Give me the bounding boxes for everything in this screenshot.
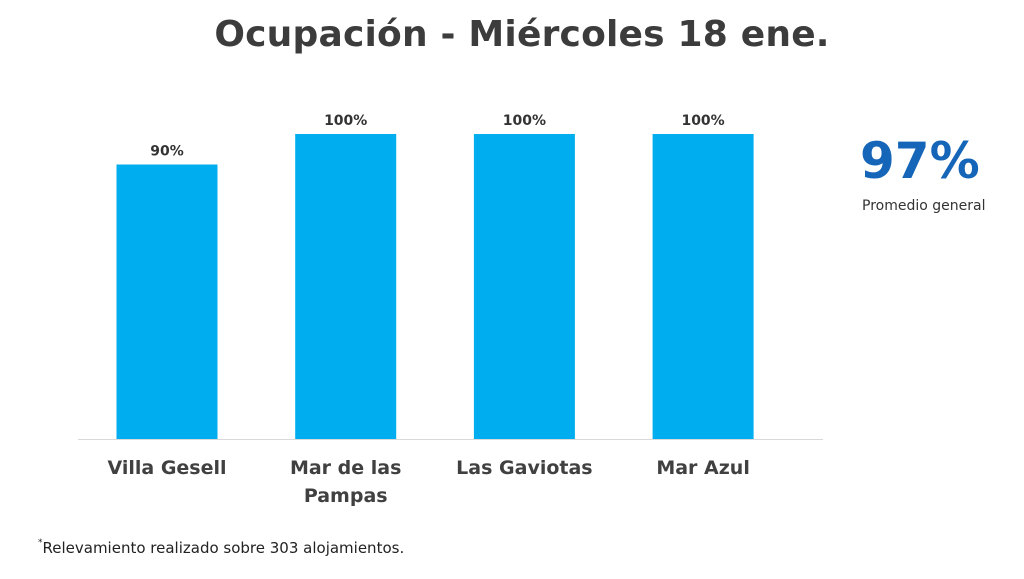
- chart-title: Ocupación - Miércoles 18 ene.: [214, 14, 830, 55]
- bar-2: [473, 134, 575, 439]
- footnote-marker: *: [38, 538, 43, 548]
- footnote-text: Relevamiento realizado sobre 303 alojami…: [42, 539, 405, 557]
- category-label-3: Mar Azul: [656, 457, 750, 479]
- average-occupancy-label: Promedio general: [862, 198, 986, 214]
- average-occupancy-value: 97%: [860, 132, 980, 190]
- value-labels-group: 90% 100% 100% 100%: [150, 113, 724, 160]
- category-label-1: Mar de las Pampas: [290, 457, 401, 507]
- value-label-0: 90%: [150, 144, 184, 160]
- value-label-1: 100%: [324, 113, 367, 129]
- value-label-3: 100%: [681, 113, 724, 129]
- bar-3: [652, 134, 754, 439]
- bar-chart: 90% 100% 100% 100% Villa Gesell Mar de las Pa…: [78, 113, 823, 507]
- category-label-line: Mar Azul: [656, 457, 750, 479]
- category-label-line: Pampas: [304, 485, 388, 507]
- value-label-2: 100%: [503, 113, 546, 129]
- category-label-line: Las Gaviotas: [456, 457, 592, 479]
- category-label-line: Villa Gesell: [107, 457, 226, 479]
- bar-0: [116, 164, 218, 439]
- bars-group: [116, 134, 754, 439]
- bar-1: [295, 134, 397, 439]
- category-label-2: Las Gaviotas: [456, 457, 592, 479]
- category-labels-group: Villa Gesell Mar de las Pampas Las Gaviotas…: [107, 457, 749, 507]
- category-label-0: Villa Gesell: [107, 457, 226, 479]
- category-label-line: Mar de las: [290, 457, 401, 479]
- footnote: *Relevamiento realizado sobre 303 alojam…: [38, 538, 405, 557]
